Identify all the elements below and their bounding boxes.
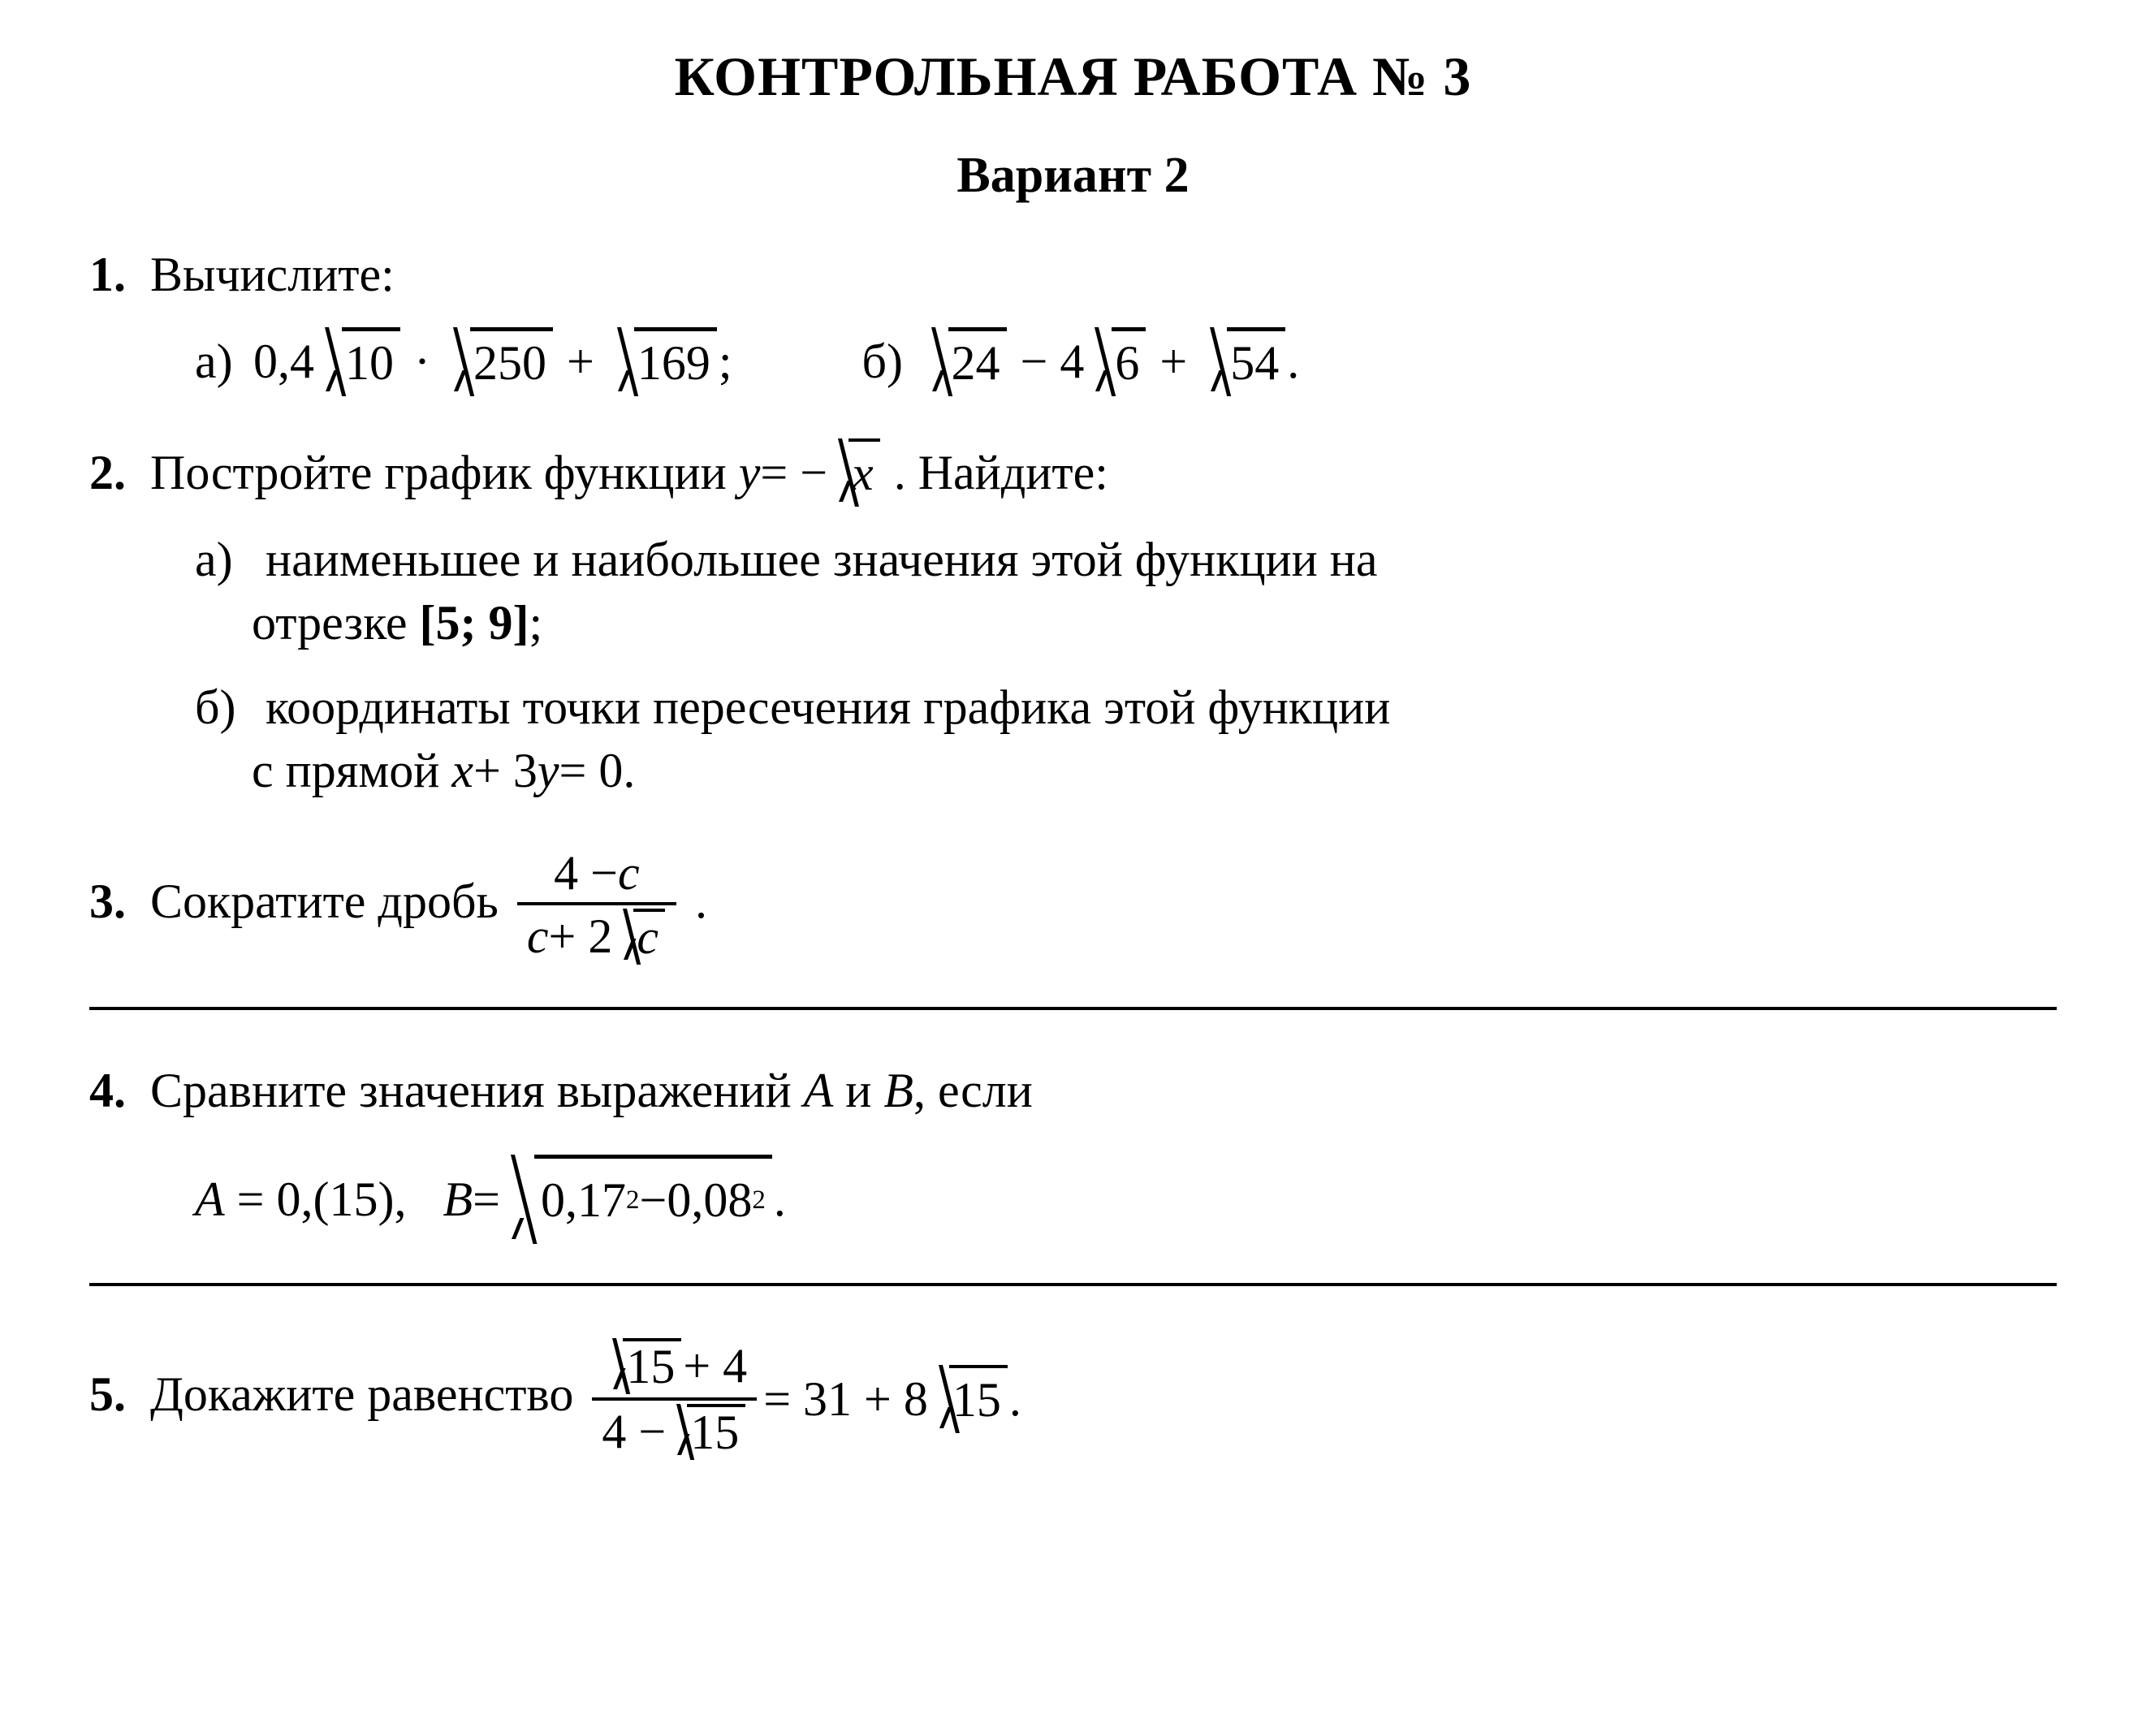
problem-prompt: Постройте график функции y = − x . Найди… [150, 446, 1108, 499]
sqrt-icon: x [829, 438, 880, 507]
sub-a-label: а) [195, 528, 253, 591]
text: с прямой [252, 744, 451, 797]
expr-1a: 0,4 10 · 250 + 169 ; [253, 327, 732, 396]
variant-label: Вариант 2 [89, 143, 2057, 209]
problem-5: 5. Докажите равенство 15 + 4 4 − 15 = 31… [89, 1335, 2057, 1463]
text: координаты точки пересечения графика это… [266, 680, 1390, 734]
text: и [833, 1064, 883, 1117]
text: + 3 [473, 739, 538, 802]
radicand: 0,172 − 0,082 [534, 1155, 772, 1244]
text: = 0,(15), [225, 1168, 443, 1231]
text: = 31 + 8 [763, 1367, 928, 1431]
problem-3: 3. Сократите дробь 4 − c c + 2 c . [89, 844, 2057, 968]
eq-A: A = 0,(15), [195, 1168, 443, 1231]
tail: . [695, 874, 707, 928]
var-y: y [538, 739, 559, 802]
problem-number: 3. [89, 870, 138, 933]
sqrt-icon: 15 [930, 1365, 1008, 1433]
minus-op: − [639, 1168, 667, 1232]
tail: . [1009, 1367, 1021, 1431]
plus-op: + [567, 330, 594, 393]
text: + 2 [549, 911, 613, 962]
sub-a: а) наименьшее и наибольшее значения этой… [89, 528, 2057, 591]
divider [89, 1283, 2057, 1286]
var-y: y [739, 441, 761, 504]
tail: . [774, 1168, 786, 1231]
sub-a-label: а) [195, 330, 253, 393]
sqrt-icon: 0,172 − 0,082 [502, 1155, 772, 1244]
var-B: B [883, 1064, 913, 1117]
expr-1b: 24 − 4 6 + 54 . [921, 327, 1300, 396]
sub-b: б) координаты точки пересечения графика … [89, 676, 2057, 739]
func-eq: y = − x [739, 438, 882, 507]
var-A: A [195, 1168, 225, 1231]
line-eq: x + 3y = 0. [451, 739, 635, 802]
sqrt-icon: 24 [922, 327, 1007, 396]
problem-prompt: Вычислите: [150, 248, 395, 301]
problem-prompt: Сократите дробь [150, 874, 511, 928]
problem-number: 2. [89, 441, 138, 504]
tail: ; [529, 596, 542, 650]
text: Сравните значения выражений [150, 1064, 804, 1117]
sqrt-icon: 10 [316, 327, 400, 396]
coef: 4 [1060, 330, 1084, 393]
sqrt-icon: 6 [1086, 327, 1146, 396]
sqrt-icon: 15 [603, 1338, 681, 1394]
text: . Найдите: [894, 446, 1108, 499]
problem-4: 4. Сравните значения выражений A и B, ес… [89, 1059, 2057, 1244]
exam-page: КОНТРОЛЬНАЯ РАБОТА № 3 Вариант 2 1. Вычи… [0, 0, 2146, 1736]
plus-op: + [1159, 330, 1187, 393]
sqrt-icon: c [614, 909, 665, 965]
var-A: A [804, 1064, 834, 1117]
eq-B: B = 0,172 − 0,082 . [443, 1155, 785, 1244]
sub-b-label: б) [195, 676, 253, 739]
tail: . [1287, 330, 1299, 393]
text: наименьшее и наибольшее значения этой фу… [266, 533, 1378, 586]
text: , если [913, 1064, 1033, 1117]
dot-op: · [414, 330, 430, 393]
text: 4 − [554, 848, 618, 899]
minus-op: − [1021, 330, 1048, 393]
text: отрезке [252, 596, 420, 650]
problem-number: 5. [89, 1362, 138, 1426]
sqrt-icon: 15 [667, 1404, 745, 1460]
sqrt-icon: 54 [1201, 327, 1285, 396]
interval: [5; 9] [420, 596, 529, 650]
problem-1: 1. Вычислите: а) 0,4 10 · 250 + 169 ; б)… [89, 243, 2057, 396]
page-title: КОНТРОЛЬНАЯ РАБОТА № 3 [89, 41, 2057, 112]
text: + 4 [683, 1341, 747, 1392]
var-x: x [451, 739, 473, 802]
text: Постройте график функции [150, 446, 739, 499]
num-a: 0,17 [541, 1168, 626, 1232]
problem-2: 2. Постройте график функции y = − x . На… [89, 438, 2057, 802]
identity: 15 + 4 4 − 15 = 31 + 8 15 . [585, 1335, 1021, 1463]
problem-prompt: Сравните значения выражений A и B, если [150, 1064, 1033, 1117]
text: = 0. [559, 739, 636, 802]
sub-a-line2: отрезке [5; 9]; [89, 591, 2057, 654]
denominator: 4 − 15 [592, 1401, 757, 1463]
sqrt-icon: 169 [608, 327, 717, 396]
denominator: c + 2 c [517, 905, 676, 968]
problem-number: 4. [89, 1059, 138, 1122]
sub-b-label: б) [862, 330, 921, 393]
text: 4 − [602, 1406, 666, 1457]
numerator: 4 − c [517, 844, 676, 905]
var-c: c [527, 911, 549, 962]
fraction: 4 − c c + 2 c [511, 844, 683, 968]
divider [89, 1007, 2057, 1010]
var-c: c [618, 848, 640, 899]
problem-number: 1. [89, 243, 138, 306]
var-B: B [443, 1168, 473, 1231]
sub-b-line2: с прямой x + 3y = 0. [89, 739, 2057, 802]
num-b: 0,08 [667, 1168, 752, 1232]
coef: 0,4 [253, 330, 314, 393]
sqrt-icon: 250 [444, 327, 553, 396]
eq-neg: = − [760, 441, 827, 504]
numerator: 15 + 4 [592, 1335, 757, 1401]
problem-prompt: Докажите равенство [150, 1367, 585, 1421]
text: = [473, 1168, 500, 1231]
tail: ; [719, 330, 732, 393]
